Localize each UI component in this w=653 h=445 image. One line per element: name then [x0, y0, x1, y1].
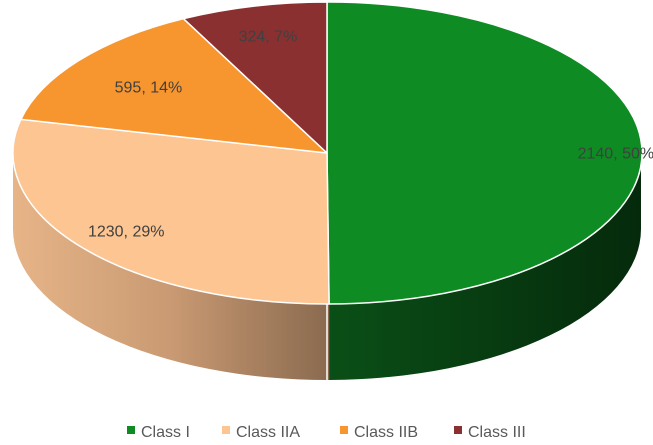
pie-top-faces: [12, 1, 643, 305]
legend-item-class-iib: Class IIB: [340, 424, 418, 441]
legend-label-class-iia: Class IIA: [236, 424, 300, 441]
pie-slice-class-i: [326, 1, 643, 305]
legend: Class I Class IIA Class IIB Class III: [127, 424, 526, 441]
data-label-class-iib: 595, 14%: [115, 79, 183, 96]
legend-label-class-iib: Class IIB: [354, 424, 418, 441]
legend-label-class-iii: Class III: [468, 424, 526, 441]
pie-slice-class-iii: [182, 1, 328, 154]
legend-label-class-i: Class I: [141, 424, 190, 441]
data-label-class-iia: 1230, 29%: [88, 224, 165, 241]
pie-side-class-iia: [12, 153, 330, 381]
data-label-class-iii: 324, 7%: [239, 29, 298, 46]
legend-item-class-i: Class I: [127, 424, 190, 441]
legend-swatch-class-iii: [454, 426, 462, 434]
legend-swatch-class-i: [127, 426, 135, 434]
data-labels: 2140, 50% 1230, 29% 595, 14% 324, 7%: [88, 29, 653, 241]
legend-swatch-class-iia: [222, 426, 230, 434]
legend-item-class-iii: Class III: [454, 424, 526, 441]
legend-swatch-class-iib: [340, 426, 348, 434]
pie-slice-class-iib: [20, 17, 328, 154]
legend-item-class-iia: Class IIA: [222, 424, 300, 441]
pie-side-walls: [12, 153, 641, 381]
pie-side-class-i: [329, 153, 641, 380]
pie-slice-class-iia: [12, 118, 330, 305]
data-label-class-i: 2140, 50%: [578, 146, 653, 163]
